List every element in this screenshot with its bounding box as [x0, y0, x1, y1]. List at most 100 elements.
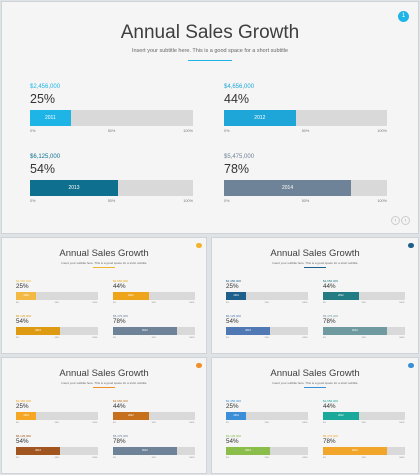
slide-subtitle: Insert your subtitle here. This is a goo… — [272, 381, 358, 385]
year-label: 2012 — [338, 414, 344, 417]
progress-fill: 2014 — [113, 327, 177, 335]
axis-tick-0: 0% — [16, 456, 19, 459]
sales-amount: $2,456,000 — [16, 279, 32, 283]
axis-tick-2: 100% — [189, 336, 195, 339]
main-slide[interactable]: Annual Sales Growth Insert your subtitle … — [1, 1, 419, 234]
axis-tick-2: 100% — [189, 456, 195, 459]
slide-number-badge — [196, 362, 202, 368]
progress-track: 2014 — [224, 180, 387, 196]
slide-thumbnail[interactable]: Annual Sales Growth Insert your subtitle … — [211, 357, 419, 474]
growth-percent: 44% — [113, 403, 126, 410]
axis-tick-1: 50% — [264, 421, 269, 424]
sales-amount: $2,456,000 — [16, 399, 32, 403]
axis-tick-2: 100% — [189, 301, 195, 304]
year-label: 2014 — [142, 449, 148, 452]
progress-fill: 2013 — [226, 447, 270, 455]
slide-number-badge — [196, 242, 202, 248]
growth-percent: 54% — [226, 438, 239, 445]
axis-tick-0: 0% — [224, 129, 230, 133]
progress-fill: 2014 — [224, 180, 352, 196]
slide-thumbnail[interactable]: Annual Sales Growth Insert your subtitle … — [1, 357, 207, 474]
progress-track: 2011 — [16, 412, 98, 420]
progress-track: 2014 — [323, 447, 405, 455]
slide-title: Annual Sales Growth — [270, 368, 360, 379]
sales-amount: $5,475,000 — [113, 314, 129, 318]
axis-tick-0: 0% — [113, 421, 116, 424]
growth-percent: 78% — [323, 318, 336, 325]
axis-tick-2: 100% — [302, 336, 308, 339]
axis-tick-2: 100% — [377, 129, 387, 133]
progress-fill: 2012 — [323, 412, 359, 420]
axis-tick-2: 100% — [92, 456, 98, 459]
growth-item-2014: $5,475,000 78% 2014 0% 50% 100% — [113, 434, 195, 459]
progress-track: 2014 — [323, 327, 405, 335]
prev-slide-button[interactable]: ‹ — [391, 216, 400, 225]
growth-item-2011: $2,456,000 25% 2011 0% 50% 100% — [226, 279, 308, 304]
progress-fill: 2013 — [16, 447, 60, 455]
year-label: 2013 — [68, 185, 80, 191]
progress-track: 2011 — [16, 292, 98, 300]
axis-tick-2: 100% — [302, 456, 308, 459]
axis-tick-2: 100% — [377, 199, 387, 203]
next-slide-button[interactable]: › — [401, 216, 410, 225]
axis-tick-1: 50% — [301, 199, 310, 203]
growth-item-2014: $5,475,000 78% 2014 0% 50% 100% — [323, 314, 405, 339]
axis-tick-1: 50% — [361, 456, 366, 459]
year-label: 2011 — [23, 294, 29, 297]
progress-fill: 2013 — [30, 180, 119, 196]
title-underline — [304, 387, 326, 388]
sales-amount: $5,475,000 — [113, 434, 129, 438]
sales-amount: $6,125,000 — [16, 434, 32, 438]
axis-tick-2: 100% — [183, 199, 193, 203]
growth-item-2013: $6,125,000 54% 2013 0% 50% 100% — [30, 154, 193, 204]
year-label: 2013 — [35, 449, 41, 452]
slide-thumbnail[interactable]: Annual Sales Growth Insert your subtitle … — [211, 237, 419, 354]
year-label: 2011 — [233, 294, 239, 297]
year-label: 2011 — [44, 115, 56, 121]
axis-tick-2: 100% — [399, 301, 405, 304]
growth-item-2011: $2,456,000 25% 2011 0% 50% 100% — [30, 84, 193, 134]
progress-track: 2013 — [16, 327, 98, 335]
sales-amount: $6,125,000 — [226, 434, 242, 438]
progress-fill: 2011 — [226, 412, 247, 420]
progress-track: 2012 — [113, 412, 195, 420]
axis-tick-0: 0% — [323, 421, 326, 424]
progress-track: 2013 — [226, 447, 308, 455]
growth-percent: 25% — [30, 92, 56, 106]
axis-tick-0: 0% — [224, 199, 230, 203]
slide-number-badge: 1 — [398, 11, 409, 22]
year-label: 2013 — [245, 329, 251, 332]
axis-tick-0: 0% — [16, 421, 19, 424]
title-underline — [93, 267, 115, 268]
axis-tick-2: 100% — [92, 301, 98, 304]
progress-fill: 2011 — [30, 110, 71, 126]
slide-thumbnail[interactable]: Annual Sales Growth Insert your subtitle … — [1, 237, 207, 354]
progress-track: 2013 — [226, 327, 308, 335]
title-underline — [188, 60, 232, 62]
axis-tick-1: 50% — [151, 456, 156, 459]
growth-percent: 78% — [224, 162, 250, 176]
progress-track: 2011 — [226, 292, 308, 300]
axis-tick-1: 50% — [264, 336, 269, 339]
growth-item-2011: $2,456,000 25% 2011 0% 50% 100% — [16, 279, 98, 304]
axis-tick-0: 0% — [30, 199, 36, 203]
progress-fill: 2011 — [226, 292, 247, 300]
axis-tick-1: 50% — [361, 301, 366, 304]
progress-track: 2013 — [16, 447, 98, 455]
progress-track: 2012 — [224, 110, 387, 126]
axis-tick-1: 50% — [264, 301, 269, 304]
progress-fill: 2014 — [323, 447, 387, 455]
axis-tick-0: 0% — [16, 301, 19, 304]
axis-tick-2: 100% — [399, 336, 405, 339]
axis-tick-2: 100% — [302, 421, 308, 424]
progress-fill: 2012 — [113, 412, 149, 420]
axis-tick-1: 50% — [361, 421, 366, 424]
growth-item-2014: $5,475,000 78% 2014 0% 50% 100% — [323, 434, 405, 459]
growth-percent: 78% — [113, 438, 126, 445]
progress-track: 2014 — [113, 327, 195, 335]
axis-tick-0: 0% — [30, 129, 36, 133]
axis-tick-2: 100% — [189, 421, 195, 424]
growth-percent: 54% — [16, 318, 29, 325]
axis-tick-0: 0% — [323, 301, 326, 304]
axis-tick-2: 100% — [92, 421, 98, 424]
